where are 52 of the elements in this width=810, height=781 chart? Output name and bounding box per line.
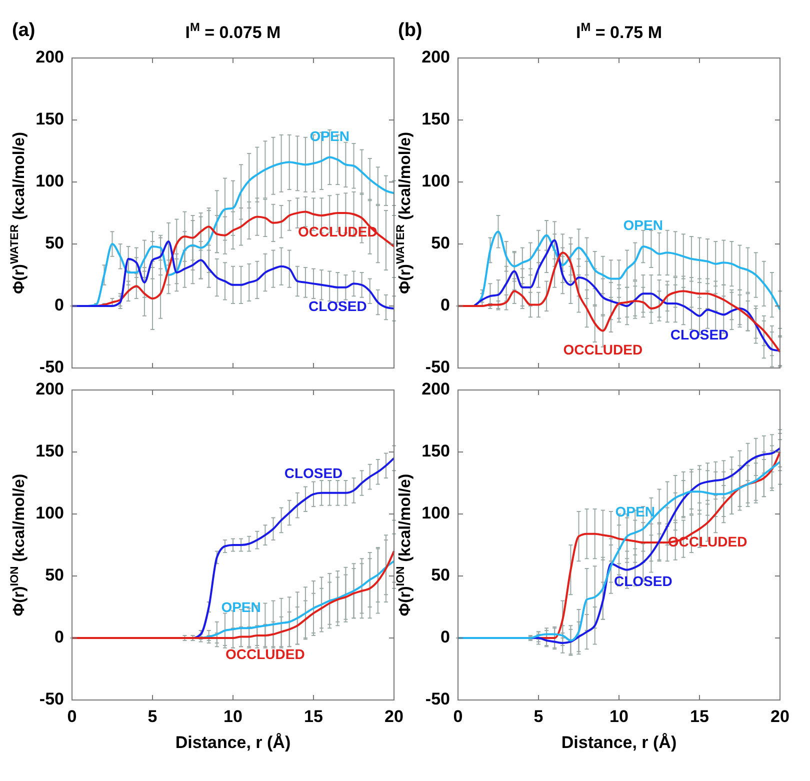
text: (b) (398, 20, 422, 41)
series-label: CLOSED (308, 298, 367, 314)
series-label: OPEN (310, 128, 350, 144)
x-tick-label: 15 (690, 707, 709, 726)
series-label: OPEN (221, 598, 261, 615)
text: (a) (12, 20, 36, 41)
y-tick-label: 50 (45, 565, 64, 584)
y-tick-label: 200 (422, 47, 450, 66)
x-axis-title: Distance, r (Å) (561, 733, 677, 752)
y-tick-label: 0 (54, 627, 64, 646)
y-tick-label: 0 (440, 627, 450, 646)
series-label: CLOSED (670, 326, 729, 343)
y-tick-label: 200 (36, 379, 64, 398)
series-label: OCCLUDED (563, 342, 643, 358)
x-tick-label: 20 (770, 707, 790, 726)
x-tick-label: 10 (610, 707, 628, 726)
x-tick-label: 10 (224, 707, 242, 726)
y-tick-label: 50 (431, 233, 450, 252)
series-label: OCCLUDED (298, 224, 378, 240)
y-tick-label: 200 (36, 47, 64, 66)
y-tick-label: 100 (36, 171, 64, 190)
series-label: OPEN (623, 217, 663, 234)
y-tick-label: 200 (422, 379, 450, 398)
y-tick-label: -50 (39, 357, 64, 376)
x-tick-label: 0 (453, 707, 463, 726)
y-tick-label: -50 (39, 689, 64, 708)
series-label: CLOSED (614, 573, 672, 590)
y-tick-label: -50 (425, 689, 450, 708)
x-tick-label: 5 (534, 707, 544, 726)
y-tick-label: -50 (425, 357, 450, 376)
y-tick-label: 150 (36, 109, 64, 128)
chart-title: I$^{M}$ = 0.75 M (576, 20, 662, 42)
y-tick-label: 100 (422, 503, 450, 522)
y-tick-label: 50 (431, 565, 450, 584)
x-tick-label: 0 (67, 707, 77, 726)
series-label: OCCLUDED (226, 646, 305, 662)
y-tick-label: 150 (422, 441, 450, 460)
y-tick-label: 100 (36, 503, 64, 522)
x-axis-title: Distance, r (Å) (175, 733, 291, 752)
x-tick-label: 15 (304, 707, 323, 726)
x-tick-label: 20 (384, 707, 404, 726)
y-tick-label: 150 (36, 441, 64, 460)
y-tick-label: 100 (422, 171, 450, 190)
y-tick-label: 0 (54, 295, 64, 314)
x-tick-label: 5 (148, 707, 158, 726)
y-tick-label: 50 (45, 233, 64, 252)
y-tick-label: 0 (440, 295, 450, 314)
series-label: OCCLUDED (668, 533, 748, 550)
series-label: CLOSED (284, 464, 343, 481)
chart-title: I$^{M}$ = 0.075 M (185, 20, 281, 42)
y-tick-label: 150 (422, 109, 450, 128)
series-label: OPEN (615, 503, 655, 520)
